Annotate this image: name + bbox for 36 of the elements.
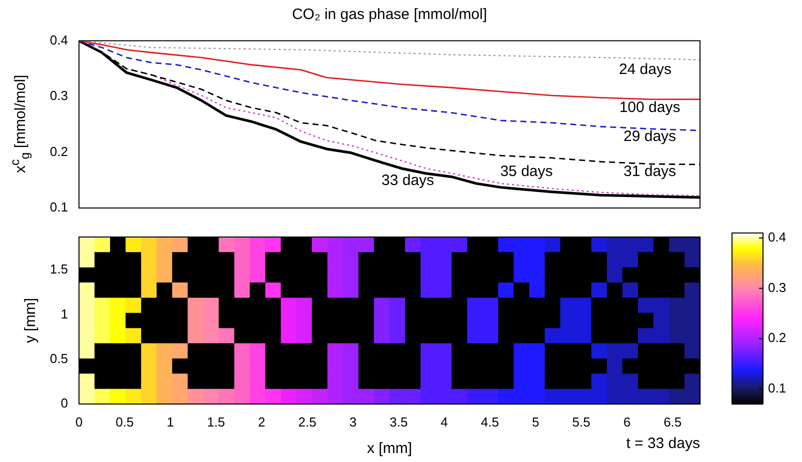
x-tick-label: 4.5 [480,414,499,430]
color-bar-label: 0.1 [768,380,786,396]
y-tick-label: 1.5 [50,262,68,277]
x-tick-label: 2.5 [298,414,316,430]
series-label: 29 days [624,128,676,145]
x-tick-label: 6 [623,414,631,430]
y-axis-title: y [mm] [22,297,39,345]
x-tick-label: 5 [532,414,540,430]
x-tick-label: 0.5 [116,414,134,430]
series-label: 33 days [381,172,434,189]
x-tick-label: 3.5 [390,414,408,430]
chart-title: CO₂ in gas phase [mmol/mol] [290,6,488,23]
x-tick-label: 0 [75,414,83,430]
color-bar-label: 0.3 [768,280,786,295]
x-tick-label: 1.5 [206,414,226,430]
y-tick-label: 0.3 [50,88,68,104]
color-bar-label: 0.2 [768,330,786,346]
x-tick-label: 2 [258,414,266,430]
x-tick-label: 5.5 [572,414,590,430]
y-tick-label: 0.2 [50,144,68,159]
x-tick-label: 1 [166,414,174,430]
y-tick-label: 1 [60,306,68,322]
series-label: 35 days [500,162,553,180]
color-bar-label: 0.4 [768,230,786,245]
series-label: 100 days [619,98,680,116]
y-tick-label: 0.1 [50,200,68,215]
series-label: 31 days [624,162,676,180]
y-tick-label: 0.4 [50,32,68,48]
text: t = 33 days [626,435,700,452]
series-label: 24 days [618,60,672,78]
x-axis-title: x [mm] [367,440,412,458]
x-tick-label: 4 [440,414,448,430]
y-tick-label: 0 [60,396,68,411]
x-tick-label: 3 [349,414,357,430]
x-tick-label: 6.5 [664,414,682,430]
y-tick-label: 0.5 [50,350,68,366]
